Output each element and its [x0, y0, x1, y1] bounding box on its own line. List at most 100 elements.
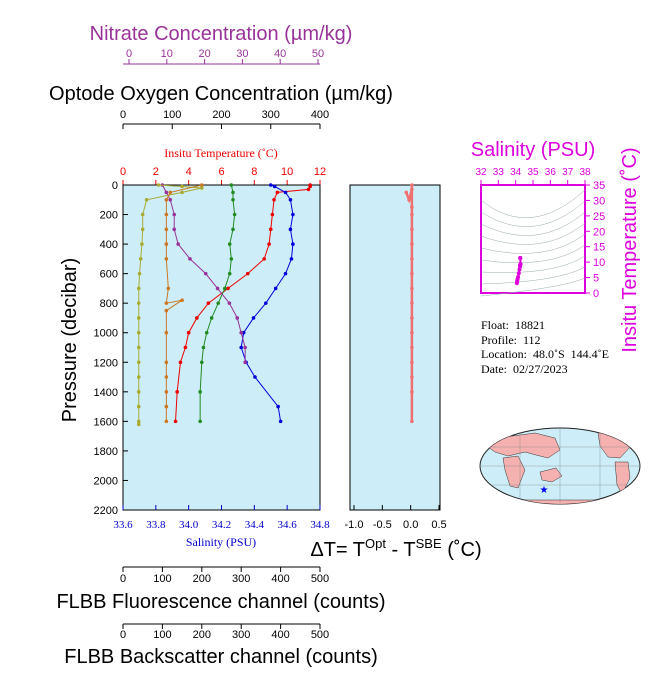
fluorescence-data-point — [136, 360, 141, 365]
backscatter-data-point — [164, 257, 169, 261]
delta_t-data-point — [410, 187, 414, 192]
salinity-axis-title: Salinity (PSU) — [186, 535, 256, 549]
pressure-tick-label: 1400 — [94, 387, 118, 399]
fluorescence-tick-label: 500 — [311, 573, 329, 585]
delta_t-data-point — [410, 212, 414, 217]
pressure-tick-label: 1000 — [94, 328, 118, 340]
temperature-data-point — [267, 242, 271, 246]
delta_t-data-point — [410, 316, 414, 320]
delta-t-tick-label: -0.5 — [373, 519, 392, 531]
delta_t-data-point — [410, 271, 414, 276]
fluorescence-data-point — [136, 286, 141, 291]
density-contour-line — [480, 222, 586, 245]
temperature-data-point — [245, 271, 250, 276]
nitrate-data-point — [239, 330, 243, 335]
backscatter-tick-label: 500 — [311, 629, 329, 641]
oxygen-tick-label: 400 — [311, 109, 329, 121]
fluorescence-data-point — [156, 183, 161, 187]
nitrate-axis-title: Nitrate Concentration (µm/kg) — [90, 23, 353, 45]
fluorescence-data-point — [140, 212, 145, 217]
delta-t-tick-label: 0.0 — [403, 519, 418, 531]
oxygen-data-point — [283, 190, 288, 195]
pressure-tick-label: 600 — [100, 269, 118, 281]
oxygen-tick-label: 200 — [212, 109, 230, 121]
backscatter-data-point — [200, 183, 204, 187]
temperature-tick-label: 8 — [251, 166, 257, 178]
nitrate-data-point — [164, 190, 169, 195]
profile-number: Profile: 112 — [481, 332, 541, 347]
delta_t-data-point — [407, 197, 411, 202]
salinity-data-point — [227, 242, 232, 246]
temperature-data-point — [186, 330, 191, 335]
salinity-data-point — [201, 345, 206, 350]
nitrate-data-point — [235, 316, 240, 320]
salinity-tick-label: 33.6 — [113, 519, 133, 531]
salinity-tick-label: 33.8 — [146, 519, 166, 531]
delta_t-data-point — [410, 205, 414, 209]
nitrate-profile-line — [161, 184, 246, 363]
fluorescence-tick-label: 400 — [271, 573, 289, 585]
oxygen-data-point — [273, 286, 278, 291]
backscatter-data-point — [164, 227, 169, 232]
oxygen-data-point — [241, 330, 246, 335]
nitrate-tick-label: 10 — [161, 48, 173, 60]
backscatter-tick-label: 300 — [232, 629, 250, 641]
density-contour-line — [480, 244, 586, 264]
oxygen-axis: Optode Oxygen Concentration (µm/kg) 0 100… — [49, 83, 393, 129]
salinity-tick-label: 34.2 — [212, 519, 231, 531]
delta_t-data-point — [410, 183, 414, 187]
salinity-data-point — [216, 301, 221, 305]
salinity-data-point — [200, 360, 204, 365]
delta-t-tick-label: 0.5 — [431, 519, 446, 531]
backscatter-data-point — [164, 390, 169, 394]
backscatter-axis-title: FLBB Backscatter channel (counts) — [64, 646, 377, 668]
fluorescence-axis: 0 100 200 300 400 500 FLBB Fluorescence chann… — [56, 566, 386, 613]
oxygen-data-point — [272, 184, 277, 189]
ts-temperature-tick-label: 15 — [593, 242, 605, 254]
ts-temperature-title: Insitu Temperature (˚C) — [619, 147, 641, 352]
delta_t-data-point — [410, 390, 414, 394]
temperature-data-point — [178, 360, 183, 365]
temperature-data-point — [175, 390, 179, 394]
pressure-tick-label: 0 — [112, 180, 118, 192]
salinity-tick-label: 34.4 — [245, 519, 265, 531]
density-contour-line — [480, 266, 586, 285]
salinity-data-point — [232, 212, 237, 217]
nitrate-data-point — [215, 286, 220, 291]
salinity-data-point — [227, 271, 232, 276]
fluorescence-tick-label: 300 — [232, 573, 250, 585]
fluorescence-data-point — [136, 390, 141, 394]
backscatter-data-point — [180, 298, 184, 303]
fluorescence-data-point — [136, 375, 141, 379]
oxygen-data-point — [264, 301, 268, 305]
ts-salinity-tick-label: 32 — [475, 167, 487, 178]
nitrate-tick-label: 50 — [312, 48, 324, 60]
delta_t-data-point — [410, 286, 414, 291]
delta_t-data-point — [410, 419, 414, 424]
fluorescence-data-point — [138, 257, 143, 261]
salinity-data-point — [209, 316, 214, 320]
pressure-tick-label: 800 — [100, 298, 118, 310]
delta_t-data-point — [410, 360, 414, 365]
nitrate-tick-label: 0 — [126, 48, 132, 60]
pressure-tick-label: 1600 — [94, 416, 118, 428]
nitrate-tick-label: 30 — [236, 48, 248, 60]
temperature-data-point — [308, 184, 312, 189]
salinity-tick-label: 34.6 — [278, 519, 298, 531]
ts-diagram: Salinity (PSU) 32 33 34 35 36 37 38 0 5 10 15 20 25… — [471, 139, 641, 353]
delta-t-axis-title: ΔT= TOpt - TSBE (˚C) — [310, 536, 481, 561]
oxygen-data-point — [288, 227, 293, 232]
temperature-data-point — [270, 212, 275, 217]
eurasia-landmass — [484, 432, 561, 459]
ts-data-point — [517, 267, 522, 272]
backscatter-data-point — [164, 375, 169, 379]
backscatter-data-point — [164, 308, 169, 313]
temperature-data-point — [268, 227, 273, 232]
fluorescence-data-point — [180, 184, 184, 189]
fluorescence-data-point — [180, 190, 184, 195]
backscatter-tick-label: 0 — [120, 629, 126, 641]
africa-landmass — [502, 455, 526, 489]
salinity-data-point — [229, 257, 234, 261]
salinity-data-point — [231, 227, 235, 232]
nitrate-axis: Nitrate Concentration (µm/kg) 0 10 20 30 40 5… — [90, 23, 353, 65]
